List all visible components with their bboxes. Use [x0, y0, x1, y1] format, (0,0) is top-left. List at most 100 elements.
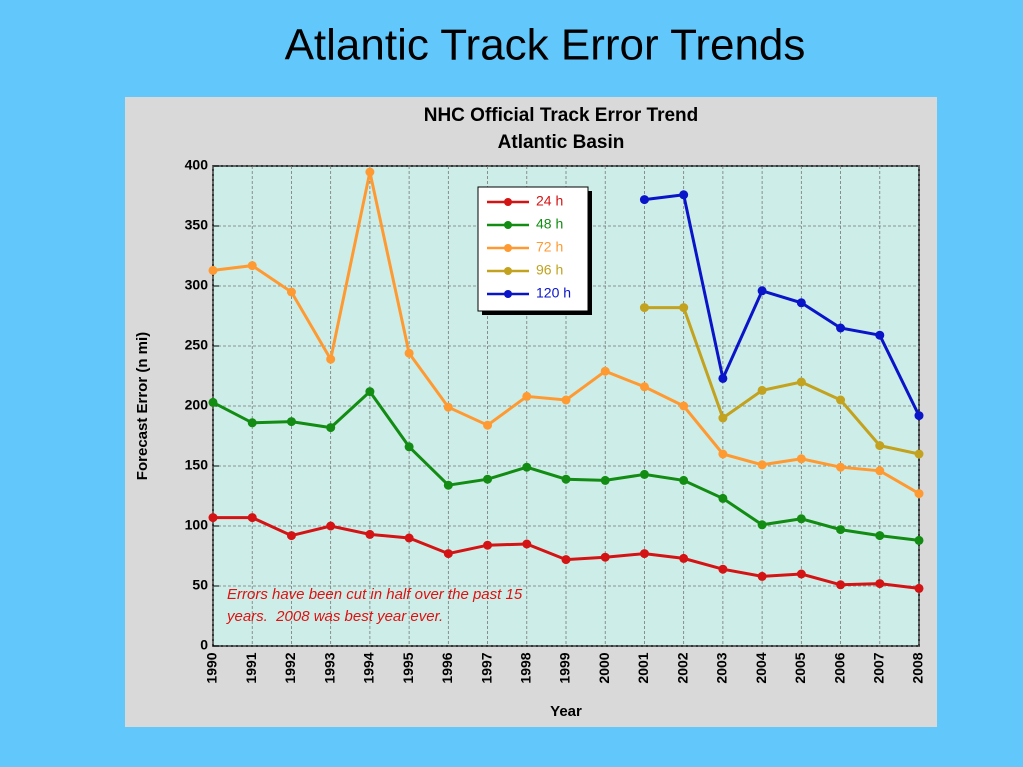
data-point — [718, 413, 728, 423]
data-point — [522, 391, 532, 401]
data-point — [365, 387, 375, 397]
x-tick-label: 1994 — [361, 652, 377, 683]
series-line — [644, 193, 921, 417]
data-point — [914, 583, 924, 593]
data-point — [404, 533, 414, 543]
data-point — [443, 480, 453, 490]
data-point — [836, 580, 846, 590]
data-point — [208, 265, 218, 275]
data-point — [365, 167, 375, 177]
data-point — [600, 475, 610, 485]
data-point — [718, 449, 728, 459]
data-point — [757, 385, 767, 395]
data-point — [639, 195, 649, 205]
data-point — [208, 513, 218, 523]
data-point — [365, 529, 375, 539]
data-point — [639, 469, 649, 479]
data-point — [796, 514, 806, 524]
data-point — [639, 303, 649, 313]
series-line — [644, 306, 920, 456]
data-point — [914, 489, 924, 499]
data-point — [875, 441, 885, 451]
data-point — [561, 555, 571, 565]
data-point — [561, 395, 571, 405]
data-point — [600, 552, 610, 562]
y-tick-label: 300 — [185, 277, 209, 293]
data-point — [247, 513, 257, 523]
y-tick-label: 50 — [192, 577, 208, 593]
data-point — [286, 531, 296, 541]
x-tick-label: 1995 — [400, 652, 416, 683]
data-point — [718, 493, 728, 503]
chart-title: NHC Official Track Error Trend — [424, 105, 699, 126]
data-point — [483, 420, 493, 430]
data-point — [796, 454, 806, 464]
data-point — [679, 553, 689, 563]
x-tick-label: 2004 — [753, 652, 769, 683]
y-axis-label: Forecast Error (n mi) — [134, 332, 151, 480]
data-point — [796, 298, 806, 308]
annotation: Errors have been cut in half over the pa… — [227, 586, 523, 603]
data-point — [483, 540, 493, 550]
data-point — [522, 539, 532, 549]
x-tick-label: 2000 — [596, 652, 612, 683]
legend-marker — [504, 267, 512, 275]
data-point — [875, 330, 885, 340]
legend-label: 120 h — [536, 285, 571, 301]
data-point — [679, 303, 689, 313]
legend-marker — [504, 221, 512, 229]
data-point — [718, 373, 728, 383]
data-point — [914, 449, 924, 459]
chart-subtitle: Atlantic Basin — [498, 132, 625, 153]
annotation: years. 2008 was best year ever. — [226, 608, 443, 625]
data-point — [404, 348, 414, 358]
legend-label: 24 h — [536, 193, 563, 209]
data-point — [875, 531, 885, 541]
data-point — [757, 460, 767, 470]
data-point — [718, 564, 728, 574]
x-tick-label: 1990 — [204, 652, 220, 683]
x-axis-label: Year — [550, 703, 582, 720]
data-point — [836, 462, 846, 472]
x-tick-label: 2003 — [714, 652, 730, 683]
y-tick-label: 250 — [185, 337, 209, 353]
x-tick-label: 1993 — [321, 652, 337, 683]
data-point — [639, 549, 649, 559]
data-point — [326, 423, 336, 433]
x-tick-label: 1996 — [439, 652, 455, 683]
data-point — [326, 354, 336, 364]
data-point — [796, 569, 806, 579]
data-point — [875, 579, 885, 589]
data-point — [404, 442, 414, 452]
legend-label: 48 h — [536, 216, 563, 232]
data-point — [757, 571, 767, 581]
slide-title: Atlantic Track Error Trends — [285, 21, 806, 70]
data-point — [679, 190, 689, 200]
x-tick-label: 1992 — [282, 652, 298, 683]
legend-label: 96 h — [536, 262, 563, 278]
data-point — [561, 474, 571, 484]
data-point — [914, 535, 924, 545]
x-tick-label: 1997 — [478, 652, 494, 683]
y-tick-label: 100 — [185, 517, 209, 533]
x-tick-label: 2008 — [910, 652, 926, 683]
legend-marker — [504, 244, 512, 252]
data-point — [679, 401, 689, 411]
legend-marker — [504, 290, 512, 298]
x-tick-label: 2007 — [870, 652, 886, 683]
x-tick-label: 2002 — [674, 652, 690, 683]
data-point — [247, 261, 257, 271]
data-point — [286, 417, 296, 427]
data-point — [914, 411, 924, 421]
y-tick-label: 350 — [185, 217, 209, 233]
data-point — [443, 549, 453, 559]
legend-label: 72 h — [536, 239, 563, 255]
data-point — [326, 521, 336, 531]
data-point — [836, 525, 846, 535]
data-point — [286, 287, 296, 297]
x-tick-label: 2001 — [635, 652, 651, 683]
data-point — [796, 377, 806, 387]
data-point — [600, 366, 610, 376]
x-tick-label: 1999 — [557, 652, 573, 683]
